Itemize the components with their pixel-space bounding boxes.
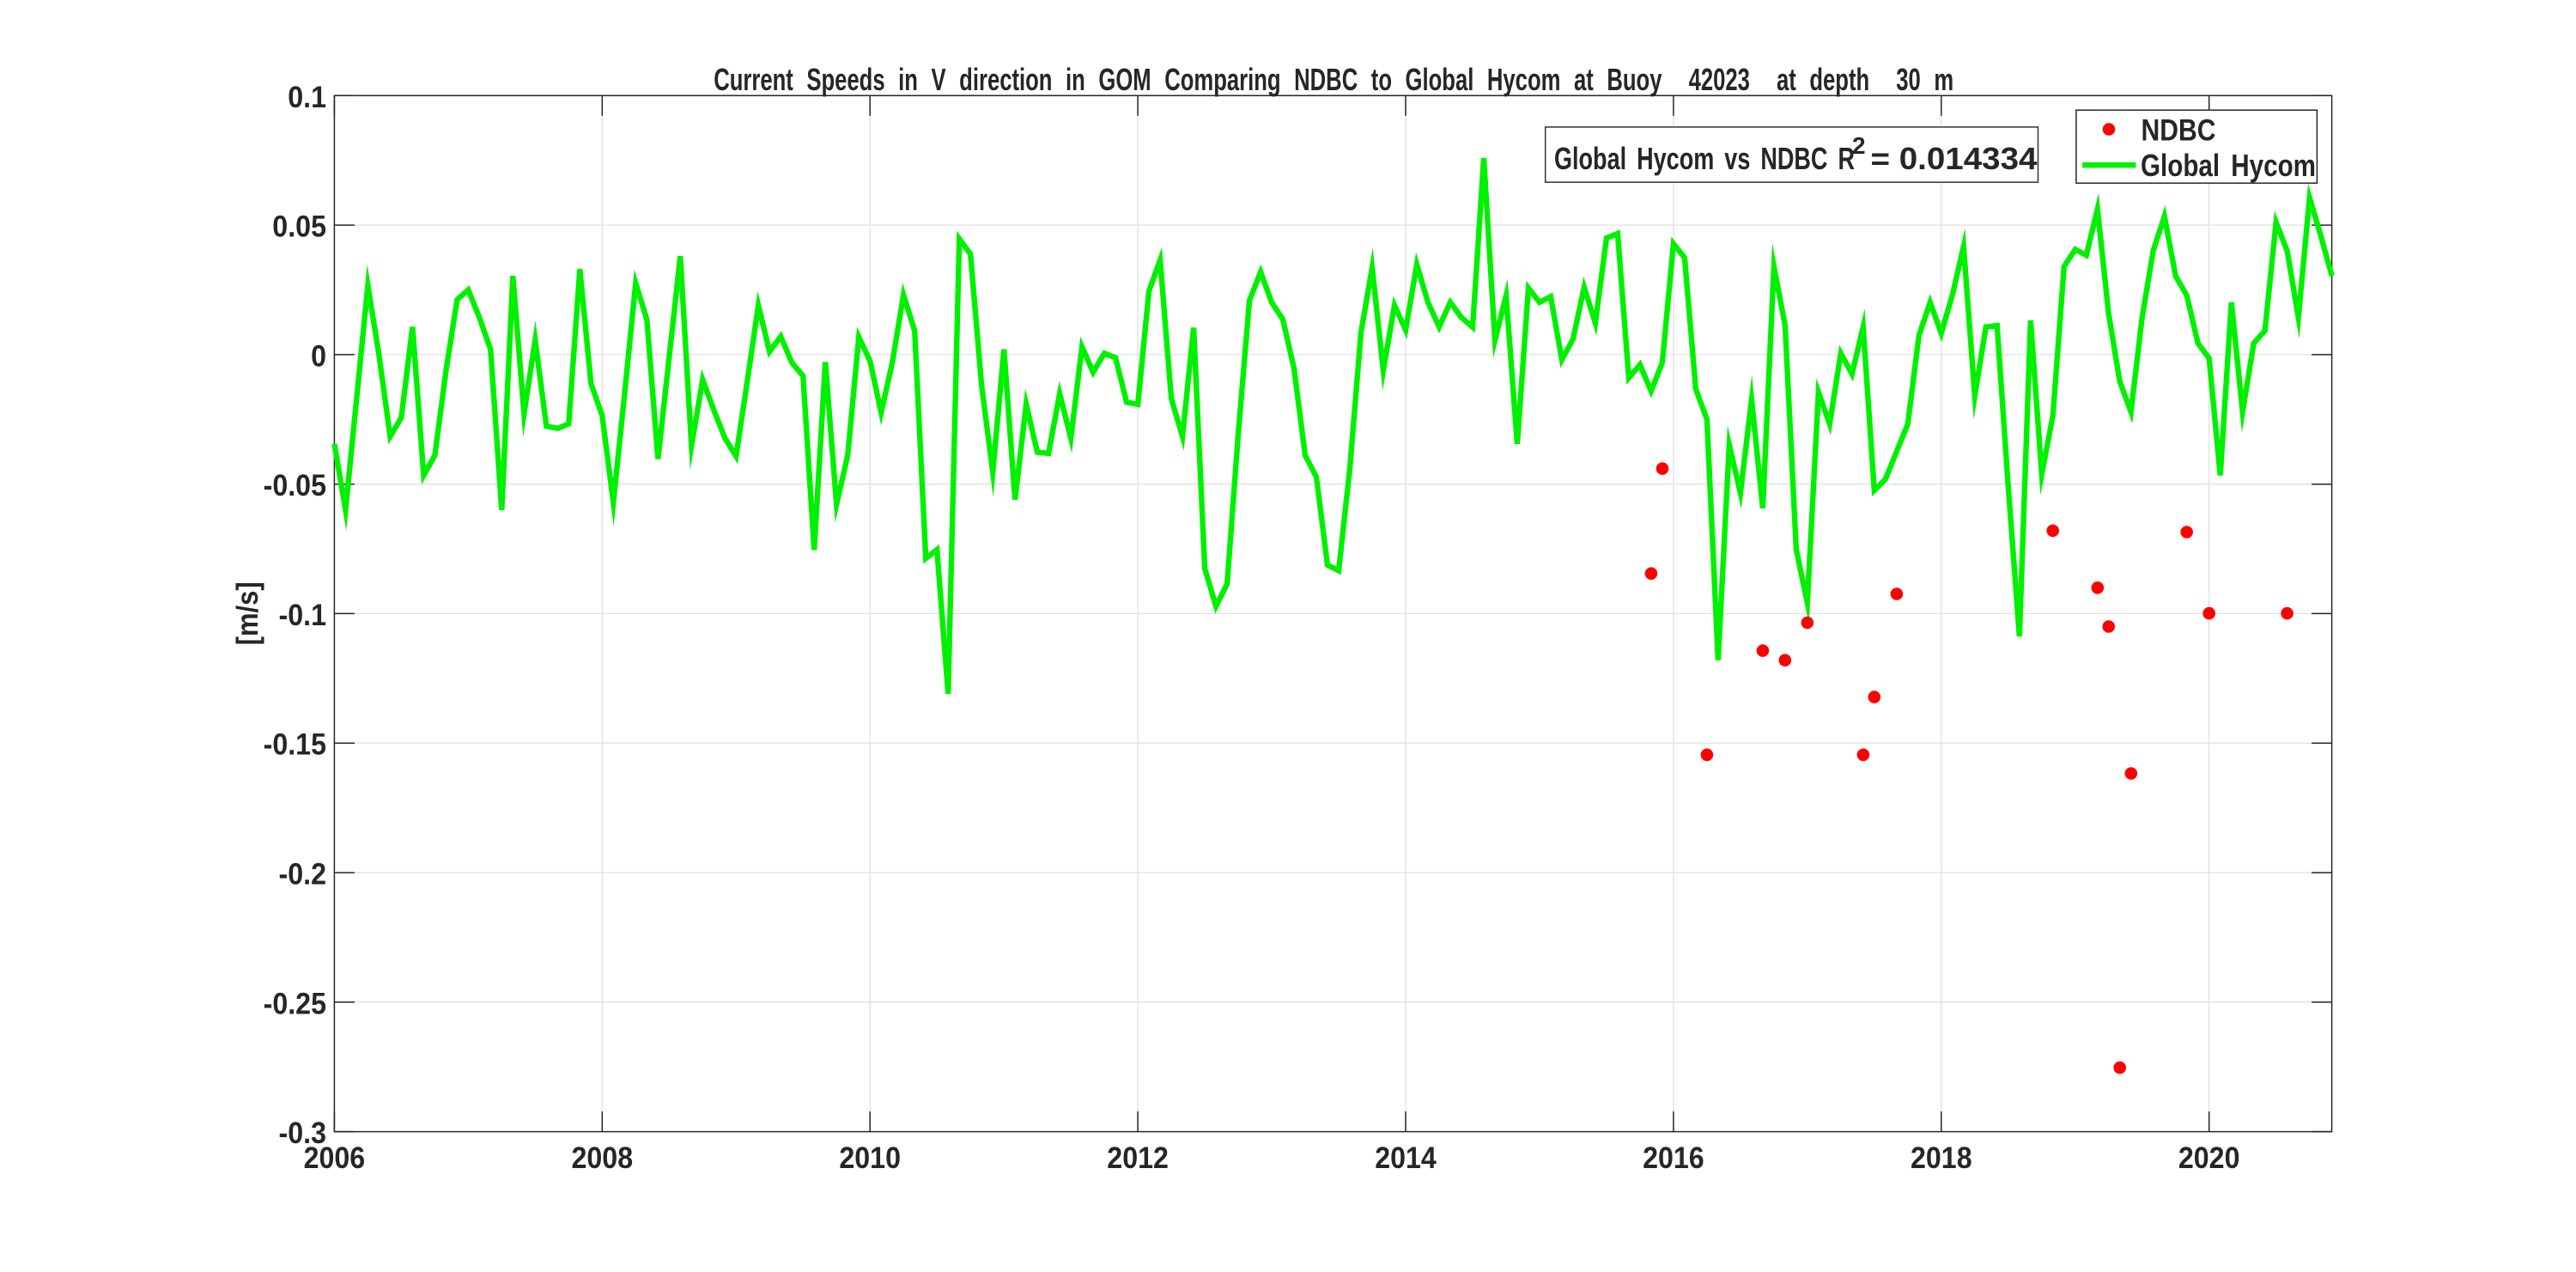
svg-text:NDBC: NDBC xyxy=(2142,113,2216,147)
svg-text:Global Hycom vs NDBC R: Global Hycom vs NDBC R xyxy=(1554,141,1855,176)
svg-text:Global Hycom: Global Hycom xyxy=(2141,148,2316,183)
svg-text:2: 2 xyxy=(1852,132,1866,159)
svg-text:[m/s]: [m/s] xyxy=(231,581,264,645)
svg-text:-0.1: -0.1 xyxy=(279,599,327,632)
svg-text:2020: 2020 xyxy=(2178,1141,2240,1175)
svg-text:0.05: 0.05 xyxy=(272,210,326,244)
svg-text:2016: 2016 xyxy=(1643,1141,1704,1175)
svg-text:2008: 2008 xyxy=(572,1141,634,1175)
svg-text:-0.25: -0.25 xyxy=(264,987,326,1020)
svg-text:= 0.014334: = 0.014334 xyxy=(1871,141,2038,176)
svg-text:2006: 2006 xyxy=(304,1141,366,1175)
svg-text:-0.05: -0.05 xyxy=(264,469,326,502)
svg-text:2012: 2012 xyxy=(1107,1141,1169,1175)
svg-text:-0.2: -0.2 xyxy=(279,858,327,892)
svg-text:-0.15: -0.15 xyxy=(264,728,326,762)
svg-text:0: 0 xyxy=(311,339,326,373)
svg-text:2018: 2018 xyxy=(1911,1141,1972,1175)
svg-text:0.1: 0.1 xyxy=(288,81,326,114)
svg-text:-0.3: -0.3 xyxy=(279,1117,327,1150)
svg-text:2010: 2010 xyxy=(839,1141,901,1175)
svg-text:Current Speeds in V direction: Current Speeds in V direction in GOM Com… xyxy=(714,62,1953,97)
svg-text:2014: 2014 xyxy=(1375,1141,1437,1175)
